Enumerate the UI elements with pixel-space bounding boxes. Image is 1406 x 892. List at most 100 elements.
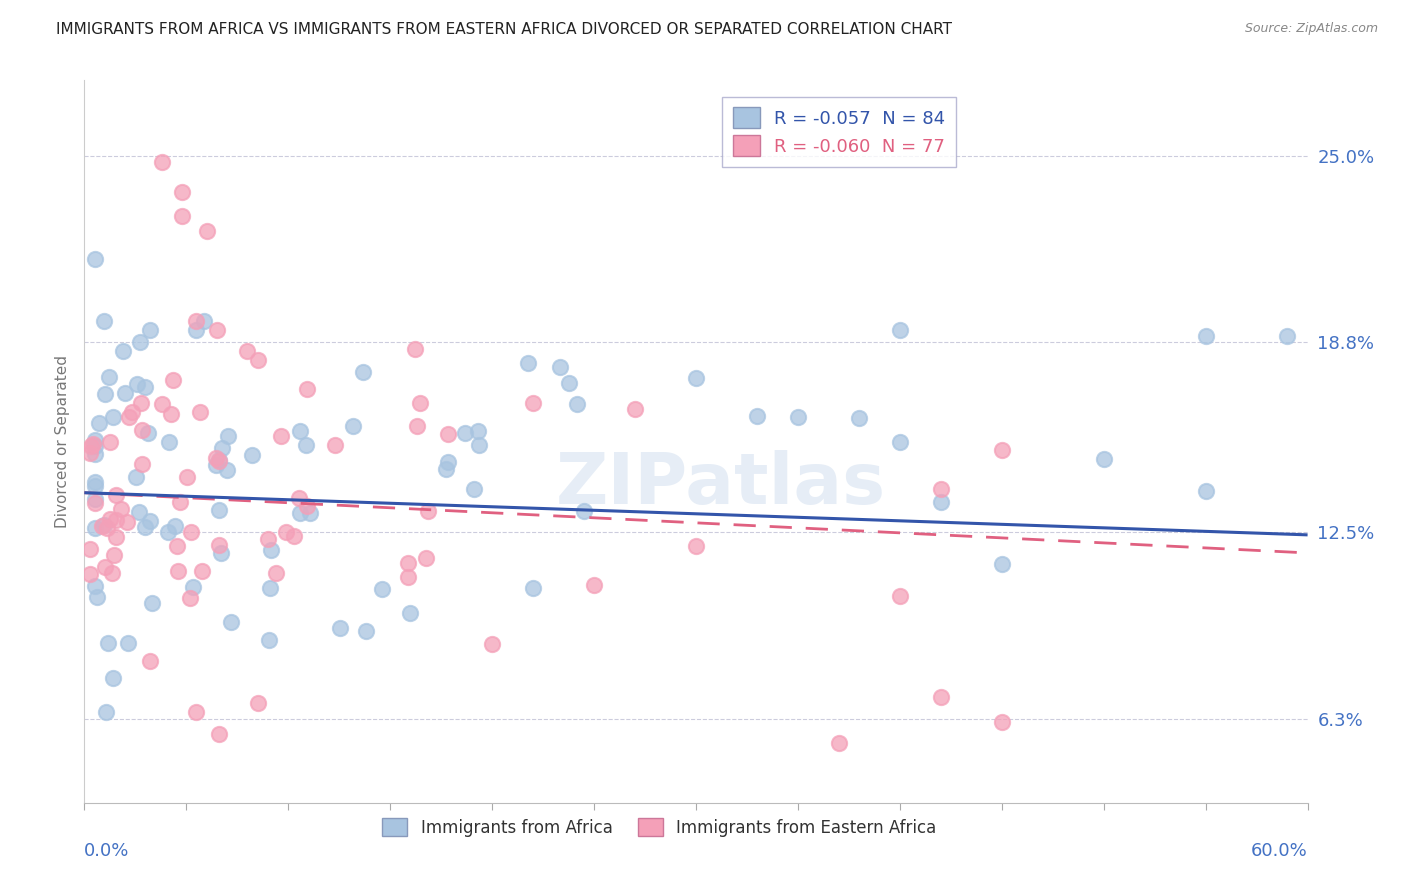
Point (83, 433, 105, 447)
Point (121, 405, 143, 419)
Point (83, 475, 105, 490)
Point (288, 506, 311, 520)
Point (371, 582, 394, 596)
Point (98, 369, 121, 384)
Point (96, 706, 118, 720)
Point (270, 429, 292, 443)
Point (84, 496, 107, 510)
Point (186, 323, 208, 337)
Legend: Immigrants from Africa, Immigrants from Eastern Africa: Immigrants from Africa, Immigrants from … (374, 810, 945, 845)
Point (101, 566, 124, 581)
Point (127, 377, 149, 392)
Point (160, 407, 183, 421)
Point (454, 425, 477, 440)
Point (136, 426, 159, 441)
Point (79, 446, 101, 460)
Point (195, 224, 218, 238)
Point (1195, 329, 1218, 343)
Text: Source: ZipAtlas.com: Source: ZipAtlas.com (1244, 22, 1378, 36)
Point (104, 488, 127, 502)
Point (105, 530, 128, 544)
Point (624, 402, 647, 417)
Point (1277, 329, 1299, 343)
Point (468, 438, 491, 452)
Point (101, 671, 124, 685)
Point (165, 518, 187, 533)
Point (929, 494, 952, 508)
Point (86, 591, 108, 605)
Point (558, 376, 581, 391)
Point (131, 424, 153, 438)
Point (172, 209, 194, 223)
Point (929, 690, 952, 705)
Point (89, 416, 111, 430)
Point (209, 546, 232, 560)
Point (79, 566, 101, 581)
Text: 0.0%: 0.0% (84, 842, 129, 860)
Point (787, 409, 810, 424)
Point (83, 491, 105, 506)
Text: ZIPatlas: ZIPatlas (555, 450, 886, 519)
Point (522, 395, 544, 409)
Point (1195, 483, 1218, 498)
Point (283, 529, 305, 543)
Point (405, 419, 427, 434)
Point (574, 504, 596, 518)
Point (166, 539, 188, 553)
Point (111, 344, 134, 359)
Point (180, 525, 202, 540)
Point (1092, 451, 1115, 466)
Point (256, 532, 278, 546)
Point (565, 397, 588, 411)
Point (193, 314, 215, 328)
Point (274, 524, 297, 539)
Point (128, 505, 150, 519)
Point (79, 439, 101, 453)
Point (101, 409, 124, 424)
Point (97, 636, 120, 650)
Point (162, 374, 184, 388)
Point (747, 409, 769, 423)
Text: IMMIGRANTS FROM AFRICA VS IMMIGRANTS FROM EASTERN AFRICA DIVORCED OR SEPARATED C: IMMIGRANTS FROM AFRICA VS IMMIGRANTS FRO… (56, 22, 952, 37)
Point (166, 564, 188, 578)
Point (437, 454, 460, 468)
Point (516, 356, 538, 370)
Point (299, 506, 322, 520)
Point (186, 314, 208, 328)
Point (352, 365, 374, 379)
Point (110, 502, 132, 516)
Point (179, 591, 201, 605)
Point (91, 519, 114, 533)
Point (416, 504, 439, 518)
Point (415, 551, 437, 566)
Point (323, 438, 346, 452)
Point (685, 539, 707, 553)
Point (186, 706, 208, 720)
Point (205, 458, 228, 473)
Point (399, 606, 422, 620)
Point (246, 353, 269, 368)
Point (79, 541, 101, 556)
Point (246, 697, 269, 711)
Point (409, 396, 432, 410)
Point (131, 457, 153, 471)
Point (93, 518, 115, 533)
Point (889, 590, 911, 604)
Point (463, 482, 485, 496)
Point (150, 396, 173, 410)
Point (548, 360, 571, 375)
Point (396, 570, 419, 584)
Point (434, 462, 457, 476)
Point (83, 448, 105, 462)
Point (991, 714, 1014, 729)
Point (889, 323, 911, 337)
Point (93, 314, 115, 328)
Point (215, 463, 238, 477)
Point (96, 521, 118, 535)
Point (889, 434, 911, 449)
Point (685, 371, 707, 385)
Y-axis label: Divorced or Separated: Divorced or Separated (55, 355, 70, 528)
Point (138, 654, 160, 668)
Point (404, 342, 426, 356)
Point (354, 624, 377, 639)
